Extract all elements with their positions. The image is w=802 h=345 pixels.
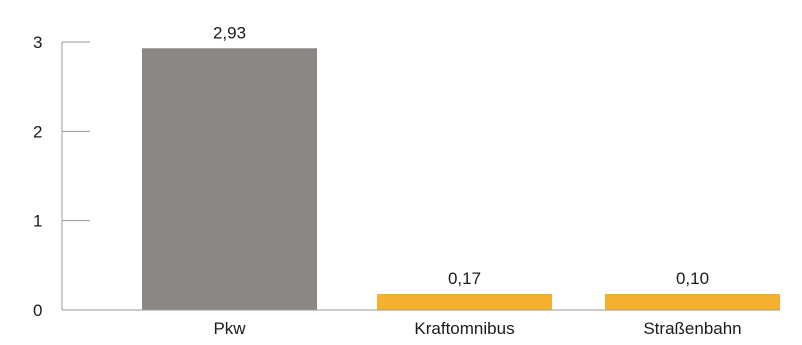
x-category-label: Kraftomnibus: [414, 319, 514, 338]
x-category-label: Pkw: [213, 319, 246, 338]
x-category-label: Straßenbahn: [643, 319, 741, 338]
y-axis: 0 1 2 3: [33, 33, 90, 320]
bar-kraftomnibus: [377, 294, 552, 310]
bar-value-label: 0,17: [448, 269, 481, 288]
y-tick-label: 2: [33, 122, 42, 141]
x-axis: Pkw Kraftomnibus Straßenbahn: [62, 309, 780, 338]
bar-value-label: 0,10: [676, 269, 709, 288]
bar-pkw: [142, 48, 317, 311]
bar-value-label: 2,93: [213, 23, 246, 42]
y-tick-label: 1: [33, 212, 42, 231]
y-tick-label: 3: [33, 33, 42, 52]
bars: 2,93 0,17 0,10: [142, 23, 780, 311]
y-tick-label: 0: [33, 301, 42, 320]
bar-straßenbahn: [605, 294, 780, 310]
